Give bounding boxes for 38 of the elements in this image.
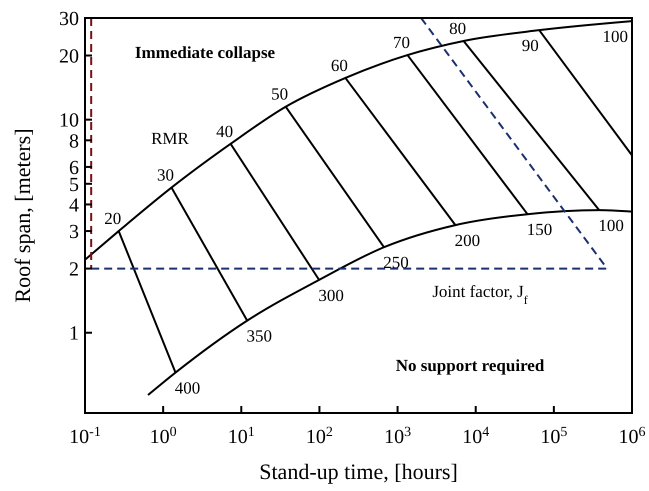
x-tick-label: 10$^{2}$ — [306, 424, 333, 448]
y-tick-label: 2 — [69, 258, 79, 281]
y-tick-label: 10 — [59, 110, 79, 132]
x-tick-label: 10$^{6}$ — [618, 424, 646, 448]
y-axis-title: Roof span, [meters] — [10, 128, 35, 303]
annotation: 70 — [393, 33, 410, 52]
annotation: 60 — [330, 56, 348, 75]
annotation: 90 — [522, 36, 539, 56]
x-axis-title: Stand-up time, [hours] — [259, 459, 458, 484]
x-tick-label: 10$^{1}$ — [228, 424, 255, 448]
x-tick-label: 10$^{-1}$ — [69, 424, 101, 448]
annotation: No support required — [396, 356, 545, 375]
x-tick-label: 10$^{4}$ — [462, 424, 490, 448]
y-tick-label: 1 — [69, 322, 79, 345]
annotation: 300 — [318, 286, 344, 305]
x-tick-label: 10$^{0}$ — [150, 424, 177, 448]
annotation: RMR — [151, 128, 190, 148]
annotation: 40 — [216, 122, 234, 141]
annotation: Joint factor, J$_{f}$ — [432, 282, 528, 307]
y-tick-label: 30 — [59, 8, 79, 30]
x-tick-label: 10$^{5}$ — [540, 424, 568, 448]
annotation: 250 — [383, 253, 409, 272]
annotation: 100 — [602, 27, 628, 46]
y-tick-label: 8 — [69, 130, 79, 152]
annotation: 80 — [449, 18, 466, 38]
annotation: 350 — [246, 326, 272, 346]
annotation: 200 — [454, 231, 480, 250]
annotation: 400 — [174, 378, 200, 398]
annotation: 30 — [157, 166, 174, 185]
y-tick-label: 20 — [59, 46, 79, 68]
annotation: 150 — [526, 220, 552, 240]
y-tick-label: 4 — [69, 194, 79, 216]
y-tick-label: 3 — [69, 221, 79, 244]
annotation: 20 — [104, 209, 122, 228]
annotation: 50 — [271, 84, 288, 104]
annotation: 100 — [598, 216, 624, 236]
x-tick-label: 10$^{3}$ — [384, 424, 412, 448]
annotation: Immediate collapse — [134, 42, 276, 62]
